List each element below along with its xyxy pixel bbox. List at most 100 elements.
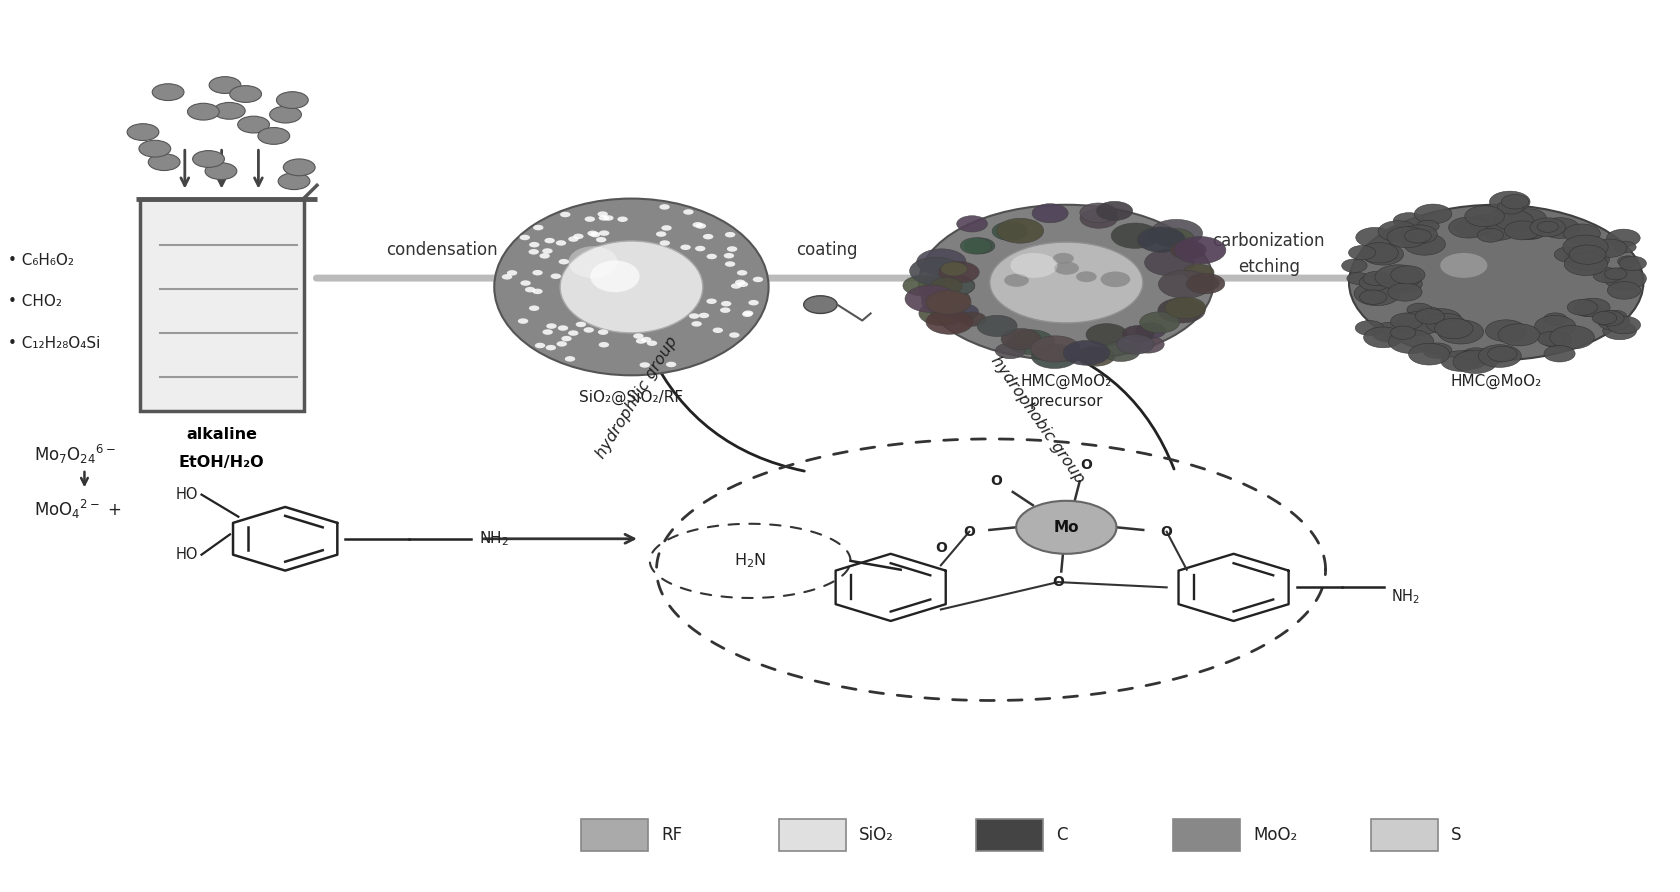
Circle shape [598,329,608,334]
Circle shape [1079,209,1117,228]
Circle shape [1378,220,1416,242]
Circle shape [1359,243,1398,263]
Circle shape [1158,270,1211,298]
Circle shape [128,124,160,141]
Text: MoO$_4$$^{2-}$ +: MoO$_4$$^{2-}$ + [34,498,121,521]
Circle shape [916,249,966,275]
Circle shape [1359,275,1389,291]
Text: • C₁₂H₂₈O₄Si: • C₁₂H₂₈O₄Si [7,336,99,351]
Text: hydrophilic group: hydrophilic group [593,334,680,461]
Circle shape [556,341,566,347]
Circle shape [585,217,595,222]
Circle shape [1574,302,1601,317]
Circle shape [1426,313,1465,334]
Circle shape [1487,346,1517,362]
Circle shape [276,92,307,109]
Circle shape [544,238,554,244]
Text: O: O [1052,575,1063,589]
Circle shape [1389,313,1421,330]
Circle shape [575,322,586,327]
Circle shape [1618,256,1645,270]
Circle shape [926,310,973,334]
Circle shape [1564,247,1608,271]
Circle shape [1362,271,1389,285]
Circle shape [208,77,240,94]
Circle shape [1077,346,1114,366]
Circle shape [1601,322,1636,340]
Circle shape [1401,225,1436,244]
Circle shape [1030,335,1080,362]
Circle shape [692,222,702,227]
Circle shape [543,329,553,334]
Circle shape [534,343,544,348]
Circle shape [1603,268,1645,290]
Circle shape [1139,312,1179,333]
Circle shape [1591,239,1626,257]
Circle shape [1095,202,1132,220]
Circle shape [1173,236,1225,264]
Circle shape [1477,228,1502,243]
Circle shape [1346,272,1369,285]
Circle shape [1603,268,1626,280]
Circle shape [556,240,566,245]
Circle shape [931,277,961,294]
Circle shape [524,287,534,293]
Circle shape [1079,203,1116,223]
Circle shape [680,244,690,250]
Circle shape [269,106,301,123]
Circle shape [153,84,183,101]
Circle shape [533,225,543,230]
Circle shape [1452,351,1497,374]
Circle shape [1356,227,1393,247]
Circle shape [1406,303,1431,317]
Circle shape [956,216,986,232]
Text: HO: HO [176,487,198,502]
Ellipse shape [494,199,768,376]
Circle shape [926,291,971,314]
Circle shape [603,215,613,220]
Circle shape [655,231,665,236]
Text: O: O [990,475,1001,488]
Circle shape [1468,215,1499,231]
Circle shape [1389,266,1425,284]
Circle shape [1354,281,1399,306]
Circle shape [1510,224,1539,239]
Circle shape [546,345,556,351]
Text: hydrophobic group: hydrophobic group [988,353,1087,486]
Text: SiO₂: SiO₂ [858,826,894,844]
Circle shape [1477,344,1520,368]
Circle shape [193,151,225,168]
Text: • C₆H₆O₂: • C₆H₆O₂ [7,253,74,268]
Circle shape [586,230,598,236]
Circle shape [583,327,593,333]
Text: Mo$_7$O$_{24}$$^{6-}$: Mo$_7$O$_{24}$$^{6-}$ [34,443,116,467]
Text: RF: RF [662,826,682,844]
Circle shape [1504,221,1539,240]
Bar [581,819,648,851]
Circle shape [543,248,553,253]
Circle shape [1541,332,1571,348]
Circle shape [558,259,570,264]
Circle shape [1032,203,1067,223]
Text: alkaline: alkaline [186,426,257,442]
Circle shape [909,257,961,285]
Circle shape [1158,298,1205,323]
Circle shape [719,308,731,313]
Circle shape [1487,210,1515,225]
Text: NH$_2$: NH$_2$ [479,530,509,549]
Circle shape [1603,310,1626,322]
Circle shape [1006,330,1053,354]
Text: O: O [1161,524,1173,539]
Circle shape [559,211,570,218]
Circle shape [1075,271,1095,282]
Circle shape [598,342,608,348]
Circle shape [937,261,979,283]
Circle shape [1413,204,1452,224]
Circle shape [1085,324,1127,345]
Circle shape [1534,316,1574,337]
Circle shape [1554,247,1583,262]
Circle shape [1413,307,1441,321]
Circle shape [502,274,512,279]
Circle shape [640,337,652,343]
Circle shape [1149,219,1201,247]
